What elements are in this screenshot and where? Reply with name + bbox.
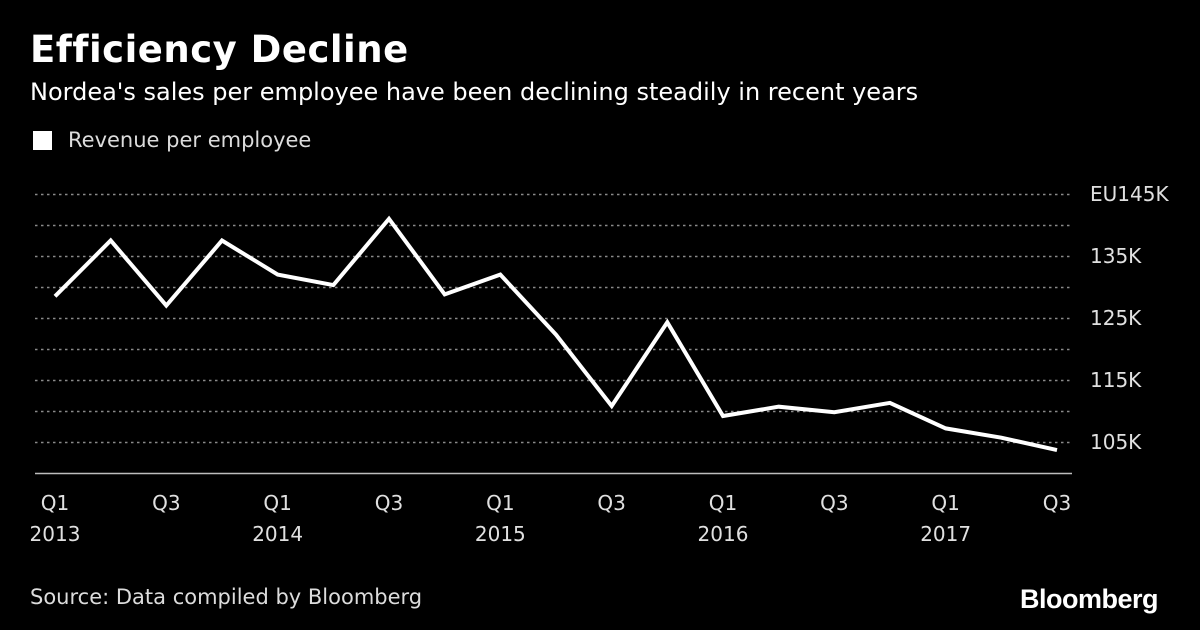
y-axis-labels: EU145K 135K 125K 115K 105K xyxy=(1090,182,1169,454)
x-tick-label: Q3 xyxy=(152,491,180,515)
x-year-label: 2017 xyxy=(920,522,971,546)
x-tick-label: Q1 xyxy=(709,491,737,515)
legend: Revenue per employee xyxy=(33,128,311,152)
gridlines xyxy=(35,193,1072,444)
y-tick-label: 125K xyxy=(1090,306,1142,330)
x-axis-labels: Q1 2013 Q3 Q1 2014 Q3 Q1 2015 Q3 Q1 2016 Q3 Q1 2017 Q3 xyxy=(30,491,1072,546)
x-tick-label: Q3 xyxy=(820,491,848,515)
x-tick-label: Q1 xyxy=(931,491,959,515)
chart-title: Efficiency Decline xyxy=(30,28,409,71)
y-tick-label: 115K xyxy=(1090,368,1142,392)
legend-label: Revenue per employee xyxy=(68,128,312,152)
source-note: Source: Data compiled by Bloomberg xyxy=(30,585,423,609)
x-year-label: 2013 xyxy=(30,522,81,546)
x-year-label: 2015 xyxy=(475,522,526,546)
legend-swatch xyxy=(33,130,52,150)
x-year-label: 2014 xyxy=(252,522,303,546)
y-tick-label: 105K xyxy=(1090,430,1142,454)
x-tick-label: Q1 xyxy=(486,491,514,515)
x-tick-label: Q3 xyxy=(375,491,403,515)
x-year-label: 2016 xyxy=(698,522,749,546)
series-line-revenue-per-employee xyxy=(53,215,1058,453)
x-tick-label: Q1 xyxy=(41,491,69,515)
series xyxy=(53,215,1058,453)
y-tick-label: 135K xyxy=(1090,244,1142,268)
x-tick-label: Q3 xyxy=(1043,491,1071,515)
x-tick-label: Q3 xyxy=(597,491,625,515)
bloomberg-logo: Bloomberg xyxy=(1019,584,1159,614)
chart-subtitle: Nordea's sales per employee have been de… xyxy=(30,78,919,106)
y-tick-label: EU145K xyxy=(1090,182,1169,206)
x-tick-label: Q1 xyxy=(263,491,291,515)
